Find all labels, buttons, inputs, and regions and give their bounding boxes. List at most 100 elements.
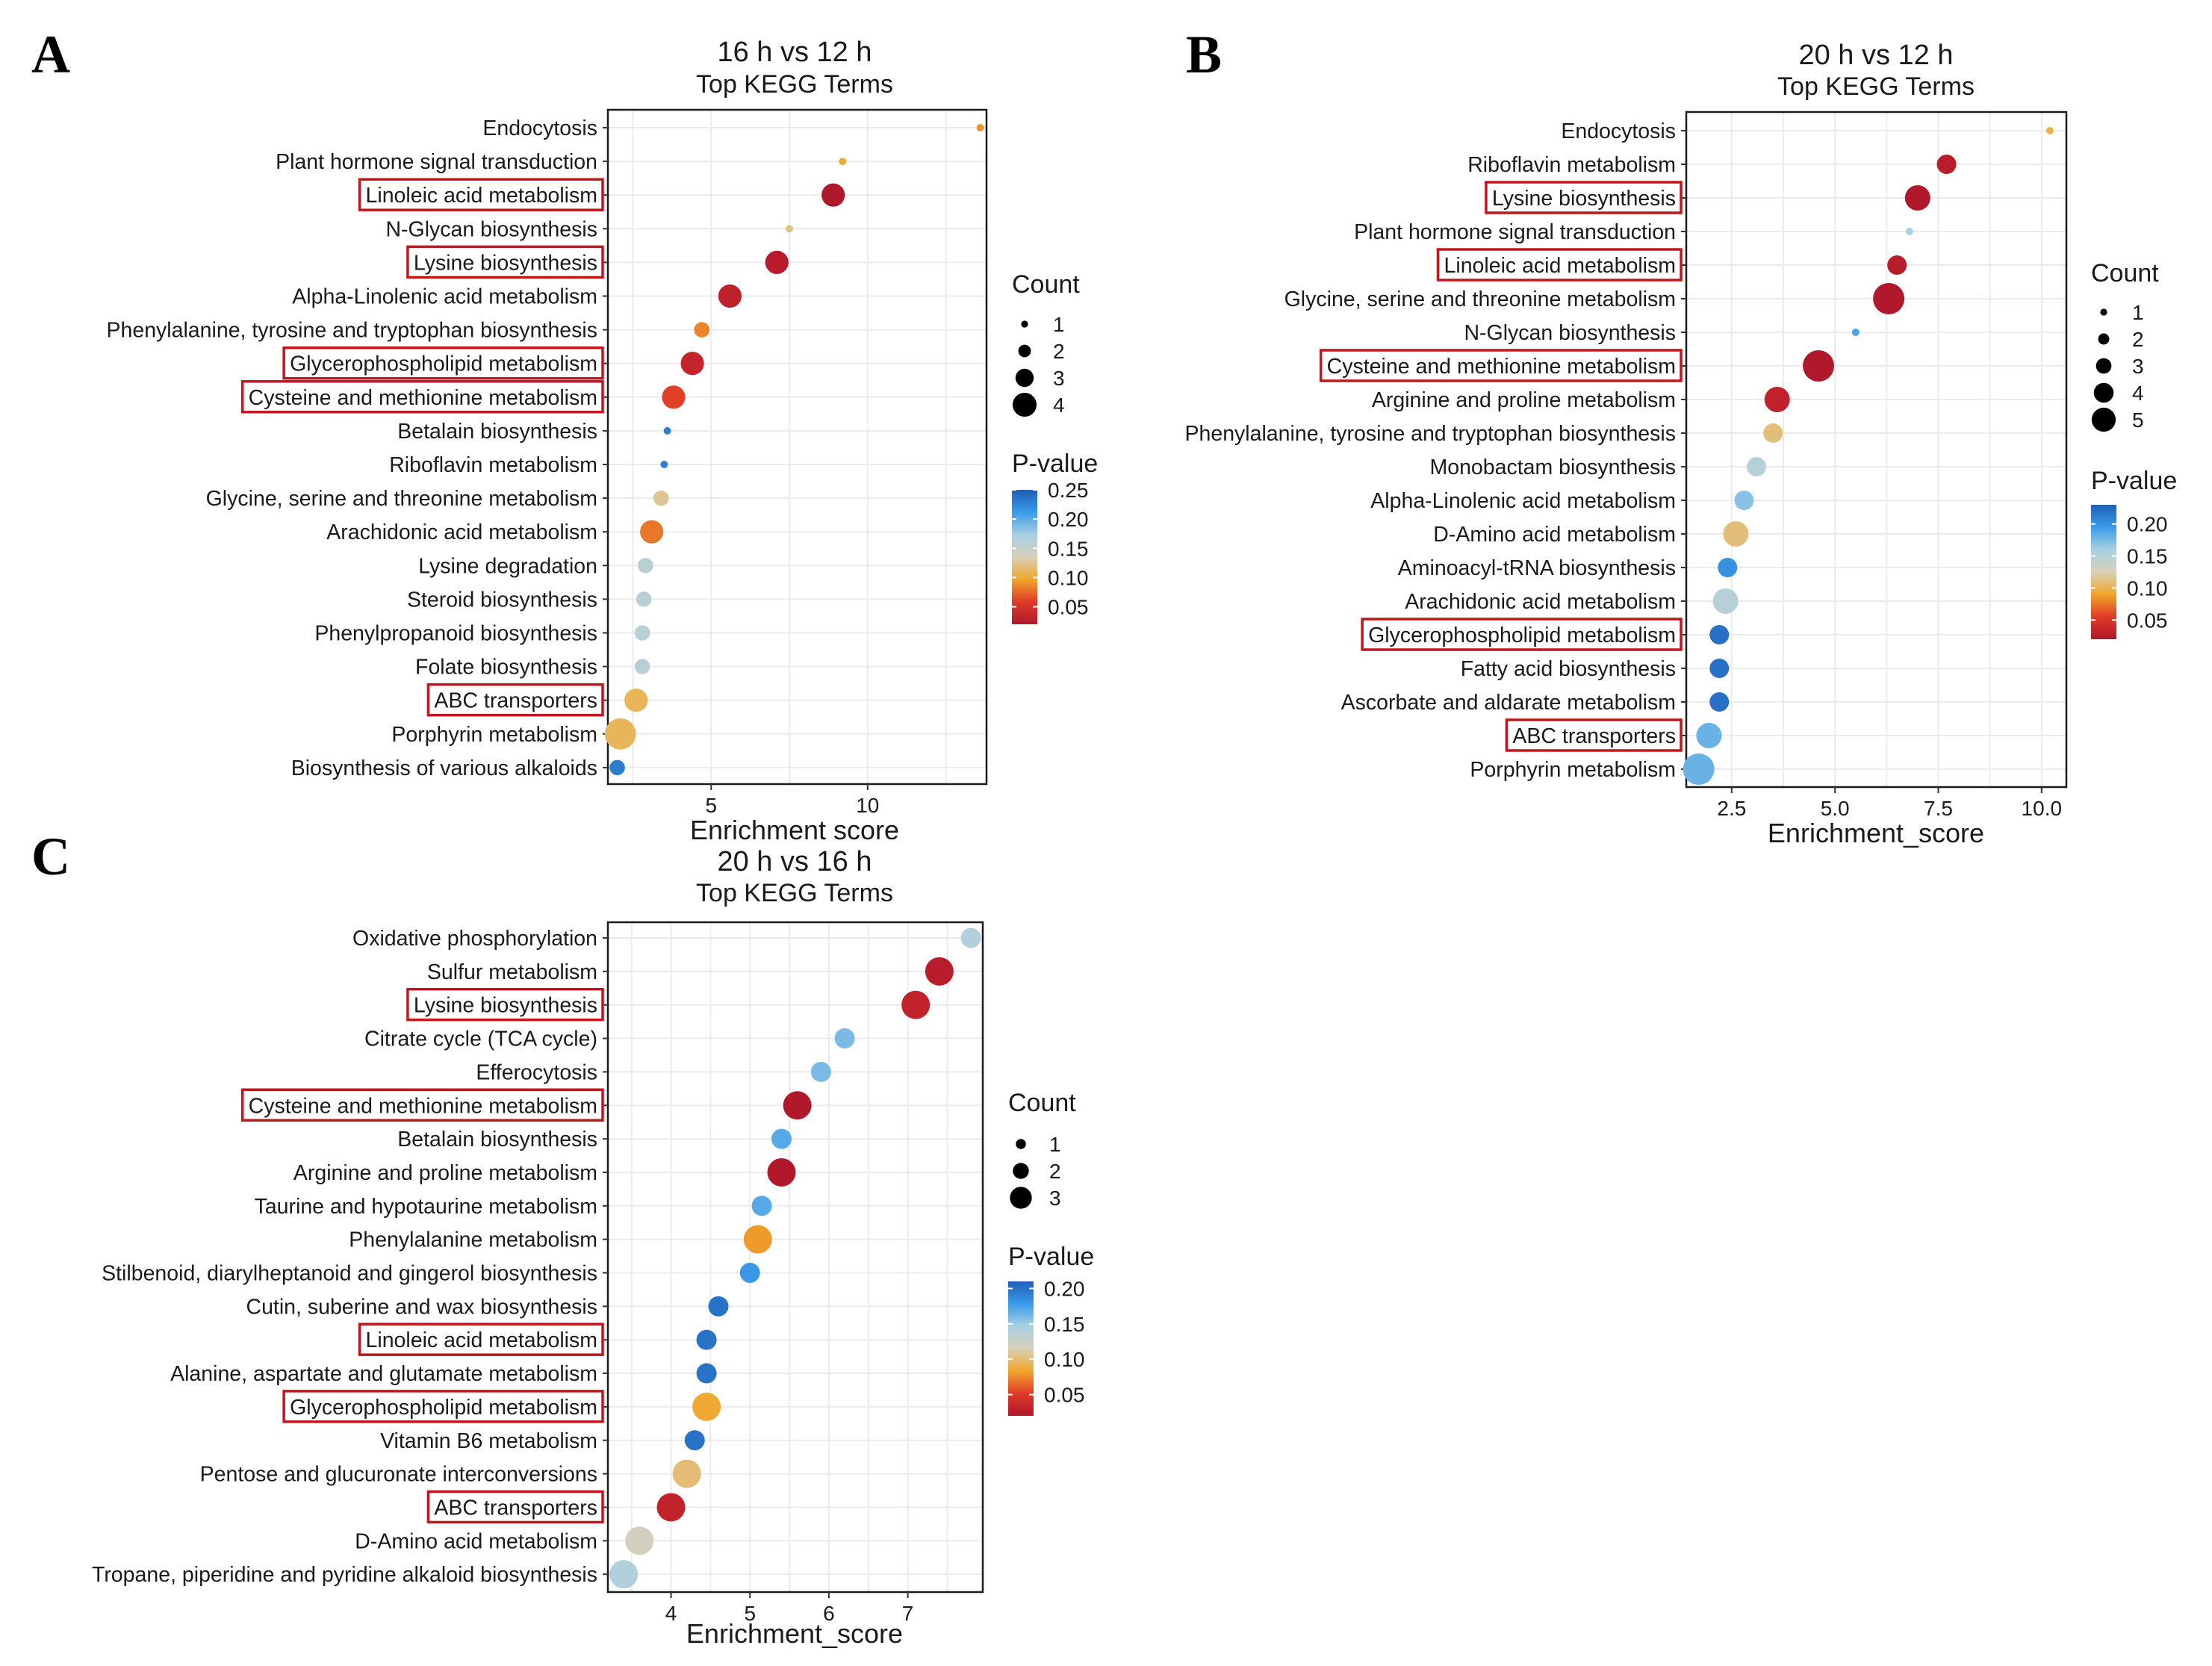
data-point [1887, 255, 1907, 275]
count-legend-dot [2100, 308, 2107, 316]
count-legend-title: Count [1012, 270, 1080, 299]
count-legend-label: 3 [1053, 367, 1065, 390]
y-term-label: Lysine degradation [418, 554, 597, 578]
y-term-label: Vitamin B6 metabolism [380, 1429, 597, 1453]
highlight-box [240, 380, 604, 414]
data-point [694, 322, 710, 338]
panel-letter: B [1186, 25, 1222, 84]
count-legend-label: 2 [2132, 328, 2144, 351]
data-point [925, 957, 954, 986]
count-legend-label: 3 [1049, 1187, 1061, 1210]
y-term-label: Plant hormone signal transduction [276, 150, 597, 174]
data-point [834, 1028, 855, 1049]
y-term-label: Arginine and proline metabolism [1372, 388, 1676, 412]
chart-title: 16 h vs 12 h [717, 37, 872, 68]
highlight-box [282, 346, 604, 380]
highlight-box [358, 178, 604, 211]
data-point [1709, 659, 1730, 678]
y-term-label: N-Glycan biosynthesis [1464, 321, 1676, 345]
chart-subtitle: Top KEGG Terms [696, 879, 893, 907]
data-point [718, 284, 742, 308]
y-term-label: Cysteine and methionine metabolism [249, 386, 597, 410]
count-legend-dot [1018, 344, 1031, 358]
y-term-label: Arachidonic acid metabolism [326, 520, 597, 544]
data-point [771, 1128, 792, 1149]
highlight-box [426, 683, 604, 717]
data-point [1803, 350, 1835, 382]
data-point [708, 1296, 729, 1317]
y-term-label: Cysteine and methionine metabolism [249, 1094, 597, 1118]
count-legend-dot [2098, 333, 2110, 345]
data-point [663, 426, 671, 435]
count-legend-label: 4 [1053, 394, 1065, 417]
colorbar-tick-label: 0.20 [1048, 508, 1089, 531]
data-point [604, 718, 636, 750]
colorbar-tick-label: 0.20 [1044, 1277, 1085, 1300]
count-legend-title: Count [1008, 1089, 1076, 1117]
pvalue-colorbar [1012, 490, 1037, 624]
y-term-label: Cutin, suberine and wax biosynthesis [246, 1295, 597, 1319]
y-term-label: N-Glycan biosynthesis [385, 217, 597, 241]
y-term-label: Glycerophospholipid metabolism [1368, 624, 1676, 647]
data-point [751, 1196, 772, 1216]
y-term-label: ABC transporters [434, 1496, 597, 1520]
y-term-label: Porphyrin metabolism [391, 723, 597, 747]
y-term-label: Fatty acid biosynthesis [1461, 657, 1676, 681]
data-point [609, 1560, 639, 1589]
y-term-label: Glycine, serine and threonine metabolism [1284, 287, 1676, 311]
count-legend-dot [2091, 407, 2116, 432]
colorbar-tick-label: 0.05 [1048, 596, 1089, 619]
y-term-label: Phenylalanine metabolism [349, 1228, 597, 1252]
chart-title: 20 h vs 16 h [717, 846, 872, 877]
y-term-label: Steroid biosynthesis [407, 588, 597, 612]
y-term-label: Betalain biosynthesis [397, 1128, 597, 1151]
data-point [1936, 155, 1957, 174]
y-term-label: Lysine biosynthesis [414, 994, 597, 1018]
x-tick-label: 5.0 [1821, 797, 1850, 820]
x-tick-label: 6 [823, 1602, 835, 1625]
pvalue-legend-title: P-value [1012, 450, 1098, 478]
data-point [901, 990, 931, 1019]
count-legend-dot [1015, 368, 1034, 388]
chart-subtitle: Top KEGG Terms [696, 70, 893, 99]
colorbar-tick-label: 0.05 [2127, 609, 2168, 632]
data-point [640, 520, 664, 544]
x-axis-label: Enrichment_score [686, 1618, 903, 1649]
colorbar-tick-label: 0.05 [1044, 1384, 1085, 1407]
x-tick-label: 2.5 [1717, 797, 1746, 820]
y-term-label: Glycine, serine and threonine metabolism [206, 487, 597, 511]
data-point [653, 490, 669, 506]
y-term-label: Phenylalanine, tyrosine and tryptophan b… [106, 319, 597, 343]
highlight-box [426, 1490, 604, 1524]
x-tick-label: 4 [665, 1602, 677, 1625]
data-point [839, 158, 847, 166]
data-point [1712, 588, 1739, 614]
data-point [662, 385, 686, 409]
pvalue-legend-title: P-value [1008, 1243, 1094, 1271]
highlight-box [406, 245, 604, 279]
y-term-label: Cysteine and methionine metabolism [1327, 355, 1676, 379]
data-point [786, 225, 794, 233]
count-legend-label: 5 [2132, 408, 2144, 432]
colorbar-tick-label: 0.15 [2127, 545, 2168, 568]
data-point [656, 1493, 686, 1522]
count-legend-label: 4 [2132, 382, 2144, 405]
data-point [1905, 228, 1913, 235]
highlight-box [358, 1322, 604, 1356]
count-legend-label: 3 [2132, 355, 2144, 378]
highlight-box [1505, 718, 1683, 752]
y-term-label: Plant hormone signal transduction [1354, 220, 1676, 244]
data-point [609, 759, 625, 776]
highlight-box [1319, 349, 1683, 382]
colorbar-tick-label: 0.25 [1048, 479, 1089, 502]
count-legend-dot [2093, 382, 2114, 403]
count-legend-label: 1 [1053, 313, 1065, 336]
y-term-label: Linoleic acid metabolism [366, 184, 597, 208]
data-point [783, 1091, 812, 1120]
count-legend-dot [1012, 392, 1037, 417]
data-point [743, 1225, 772, 1254]
plot-frame [606, 921, 984, 1594]
y-term-label: Glycerophospholipid metabolism [290, 352, 597, 376]
